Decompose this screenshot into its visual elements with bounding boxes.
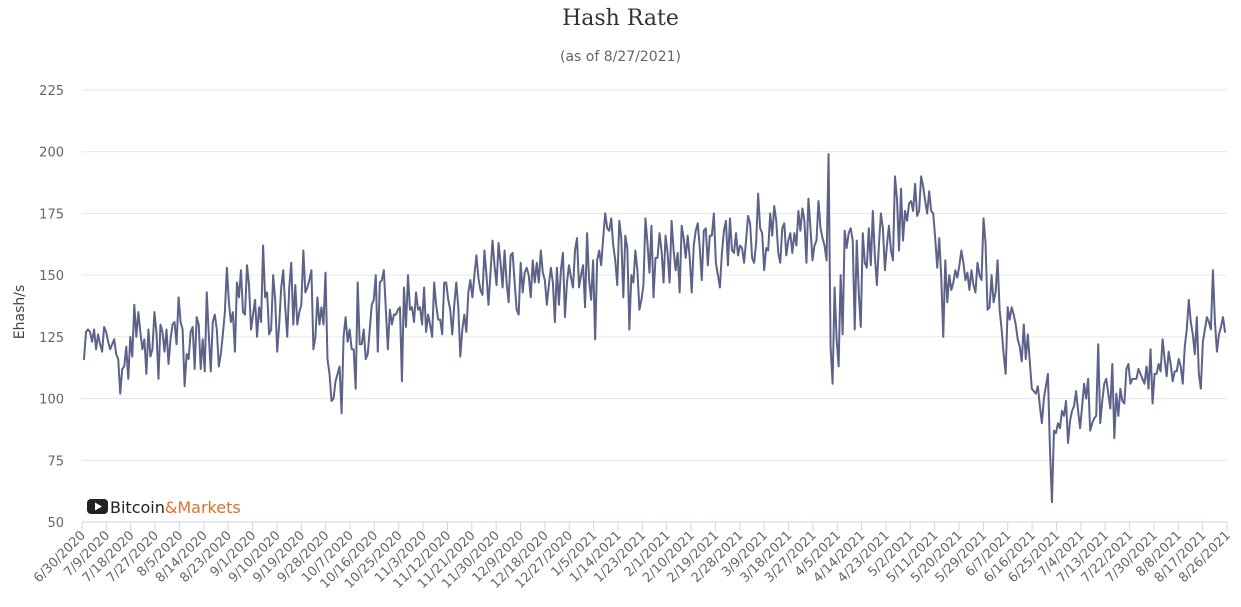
y-tick-label: 100	[39, 393, 64, 408]
watermark-logo: Bitcoin&Markets	[87, 498, 241, 517]
y-tick-label: 75	[47, 454, 64, 469]
watermark-brand-part1: Bitcoin	[110, 498, 165, 517]
grid-lines	[82, 89, 1227, 461]
watermark-brand-part2: &Markets	[165, 498, 241, 517]
x-axis: 6/30/20207/9/20207/18/20207/27/20208/5/2…	[31, 521, 1234, 592]
series-group	[83, 153, 1226, 504]
y-axis: 50 75 100 125 150 175 200 225	[39, 84, 64, 531]
series-line-hash-rate	[83, 153, 1226, 504]
y-axis-title: Ehash/s	[12, 285, 28, 339]
y-tick-label: 50	[47, 516, 64, 531]
chart-subtitle: (as of 8/27/2021)	[560, 49, 681, 65]
y-tick-label: 125	[39, 331, 64, 346]
y-tick-label: 200	[39, 146, 64, 161]
play-icon-triangle	[95, 502, 102, 511]
chart-title: Hash Rate	[562, 6, 679, 31]
y-tick-label: 175	[39, 207, 64, 222]
y-tick-label: 225	[39, 84, 64, 99]
y-tick-label: 150	[39, 269, 64, 284]
watermark-text: Bitcoin&Markets	[110, 498, 241, 517]
